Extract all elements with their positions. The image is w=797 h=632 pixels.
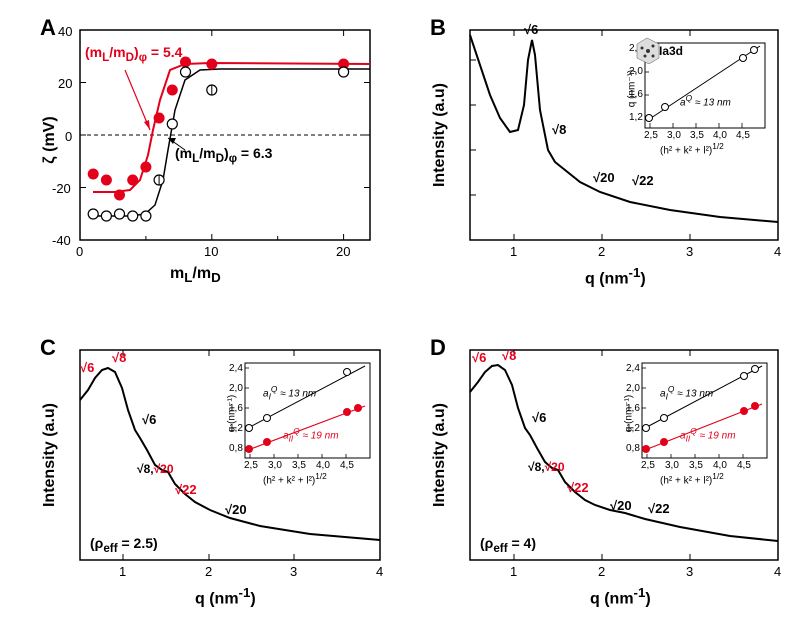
inset-black-fit: aIQ ≈ 13 nm xyxy=(660,384,713,401)
inset-xtick: 4,5 xyxy=(340,460,354,471)
xtick: 3 xyxy=(686,244,693,259)
peak-label: √6 xyxy=(532,410,546,425)
peak-label: √6 xyxy=(524,22,538,37)
xtick: 2 xyxy=(205,564,212,579)
ytick: -20 xyxy=(52,181,71,196)
peak-label: √20 xyxy=(610,498,632,513)
inset-xtick: 3,5 xyxy=(292,460,306,471)
peak-label: √8,√20 xyxy=(137,462,174,476)
inset-xtick: 2,5 xyxy=(244,460,258,471)
panel-a-red-annotation: (mL/mD)φ = 5.4 xyxy=(85,44,182,64)
inset-ylabel: q (nm⁻¹) xyxy=(623,395,634,433)
xtick: 4 xyxy=(376,564,383,579)
xtick: 3 xyxy=(290,564,297,579)
peak-label: √20 xyxy=(593,170,615,185)
inset-xtick: 3,0 xyxy=(665,460,679,471)
inset-xlabel: (h² + k² + l²)1/2 xyxy=(660,141,724,156)
panel-d: D 1 2 3 4 Intensity (a.u) q (nm-1) √6 √8… xyxy=(400,330,790,620)
xtick: 20 xyxy=(336,244,350,259)
panel-d-xlabel: q (nm-1) xyxy=(590,585,651,608)
inset-ytick: 2,0 xyxy=(229,383,243,394)
inset-ytick: 1,2 xyxy=(629,112,643,123)
xtick: 2 xyxy=(598,564,605,579)
ytick: 0 xyxy=(65,129,72,144)
peak-label: √8 xyxy=(552,122,566,137)
inset-xtick: 3,0 xyxy=(667,130,681,141)
inset-fit-label: aQ ≈ 13 nm xyxy=(680,93,731,108)
inset-ylabel: q (nm⁻¹) xyxy=(226,395,237,433)
inset-xtick: 2,5 xyxy=(644,130,658,141)
inset-xtick: 3,5 xyxy=(690,130,704,141)
inset-xlabel: (h² + k² + l²)1/2 xyxy=(660,471,724,486)
inset-ytick: 2,4 xyxy=(229,363,243,374)
peak-label: √6 xyxy=(472,350,486,365)
panel-a-ylabel: ζ (mV) xyxy=(41,110,59,170)
xtick: 2 xyxy=(598,244,605,259)
inset-ytick: 0,8 xyxy=(229,443,243,454)
xtick: 10 xyxy=(204,244,218,259)
inset-xtick: 3,5 xyxy=(689,460,703,471)
peak-label: √22 xyxy=(648,501,670,516)
inset-ytick: 2,4 xyxy=(626,363,640,374)
peak-label: √8 xyxy=(502,348,516,363)
peak-label: √22 xyxy=(567,480,589,495)
xtick: 1 xyxy=(510,564,517,579)
panel-b-ylabel: Intensity (a.u) xyxy=(431,75,449,195)
inset-spacegroup: Ia3d xyxy=(659,44,683,58)
inset-red-fit: aIIQ ≈ 19 nm xyxy=(283,426,339,443)
panel-b-inset: 1,2 1,6 2,0 2,4 2,5 3,0 3,5 4,0 4,5 q (n… xyxy=(615,38,770,153)
panel-c-xlabel: q (nm-1) xyxy=(195,585,256,608)
inset-xtick: 4,0 xyxy=(713,460,727,471)
xtick: 1 xyxy=(119,564,126,579)
xtick: 4 xyxy=(774,244,781,259)
ytick: 40 xyxy=(58,24,72,39)
ytick: 20 xyxy=(58,76,72,91)
inset-ytick: 0,8 xyxy=(626,443,640,454)
rho-label: (ρeff = 4) xyxy=(480,535,536,555)
peak-label: √22 xyxy=(175,482,197,497)
inset-xtick: 4,5 xyxy=(736,130,750,141)
xtick: 3 xyxy=(686,564,693,579)
panel-a: A xyxy=(10,10,390,300)
peak-label: √6 xyxy=(80,360,94,375)
ytick: -40 xyxy=(52,233,71,248)
panel-c-ylabel: Intensity (a.u) xyxy=(41,395,59,515)
inset-red-fit: aIIQ ≈ 19 nm xyxy=(680,426,736,443)
peak-label: √22 xyxy=(632,173,654,188)
panel-d-inset: 0,8 1,2 1,6 2,0 2,4 2,5 3,0 3,5 4,0 4,5 … xyxy=(612,358,772,483)
panel-c: C 1 2 3 4 Intensity (a.u) q (nm-1) √6 √8… xyxy=(10,330,390,620)
inset-ylabel: q (nm⁻¹) xyxy=(626,70,637,108)
panel-d-ylabel: Intensity (a.u) xyxy=(431,395,449,515)
xtick: 0 xyxy=(76,244,83,259)
inset-xtick: 4,5 xyxy=(737,460,751,471)
panel-b: B 1 2 3 4 Intensity (a.u) q (nm-1) √6 √8… xyxy=(400,10,790,300)
xtick: 4 xyxy=(774,564,781,579)
inset-black-fit: aIQ ≈ 13 nm xyxy=(263,384,316,401)
peak-label: √8,√20 xyxy=(528,460,565,474)
peak-label: √20 xyxy=(225,502,247,517)
rho-label: (ρeff = 2.5) xyxy=(90,535,158,555)
peak-label: √8 xyxy=(112,350,126,365)
peak-label: √6 xyxy=(142,412,156,427)
panel-b-xlabel: q (nm-1) xyxy=(585,265,646,288)
xtick: 1 xyxy=(510,244,517,259)
inset-xtick: 4,0 xyxy=(713,130,727,141)
inset-ytick: 2,0 xyxy=(626,383,640,394)
panel-a-xlabel: mL/mD xyxy=(170,265,221,285)
inset-xtick: 4,0 xyxy=(316,460,330,471)
inset-xlabel: (h² + k² + l²)1/2 xyxy=(263,471,327,486)
panel-c-inset: 0,8 1,2 1,6 2,0 2,4 2,5 3,0 3,5 4,0 4,5 … xyxy=(215,358,375,483)
panel-a-black-annotation: (mL/mD)φ = 6.3 xyxy=(175,145,272,165)
inset-xtick: 2,5 xyxy=(641,460,655,471)
inset-xtick: 3,0 xyxy=(268,460,282,471)
